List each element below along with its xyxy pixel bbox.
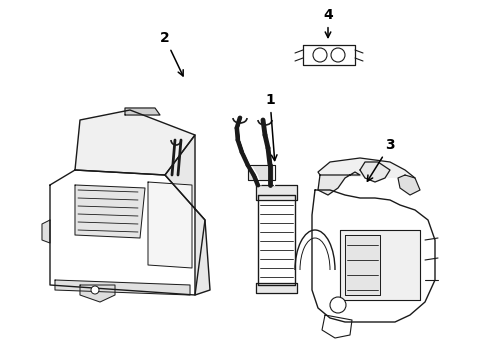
Text: 1: 1: [265, 93, 277, 161]
Polygon shape: [360, 162, 390, 182]
Text: 3: 3: [368, 138, 395, 181]
Polygon shape: [55, 280, 190, 295]
Polygon shape: [50, 170, 205, 295]
Polygon shape: [322, 315, 352, 338]
Polygon shape: [318, 158, 415, 178]
Polygon shape: [398, 175, 420, 195]
Polygon shape: [165, 135, 210, 295]
Circle shape: [91, 286, 99, 294]
Polygon shape: [312, 190, 435, 322]
Polygon shape: [318, 172, 360, 195]
Polygon shape: [75, 110, 195, 175]
Text: 4: 4: [323, 8, 333, 37]
Polygon shape: [258, 195, 295, 285]
Polygon shape: [345, 235, 380, 295]
Polygon shape: [148, 182, 192, 268]
Polygon shape: [42, 220, 50, 243]
Circle shape: [313, 48, 327, 62]
Polygon shape: [256, 283, 297, 293]
Polygon shape: [75, 185, 145, 238]
Polygon shape: [340, 230, 420, 300]
Circle shape: [330, 297, 346, 313]
Text: 2: 2: [160, 31, 183, 76]
Polygon shape: [256, 185, 297, 200]
Circle shape: [331, 48, 345, 62]
Polygon shape: [125, 108, 160, 115]
Polygon shape: [80, 285, 115, 302]
Polygon shape: [248, 165, 275, 180]
Polygon shape: [303, 45, 355, 65]
